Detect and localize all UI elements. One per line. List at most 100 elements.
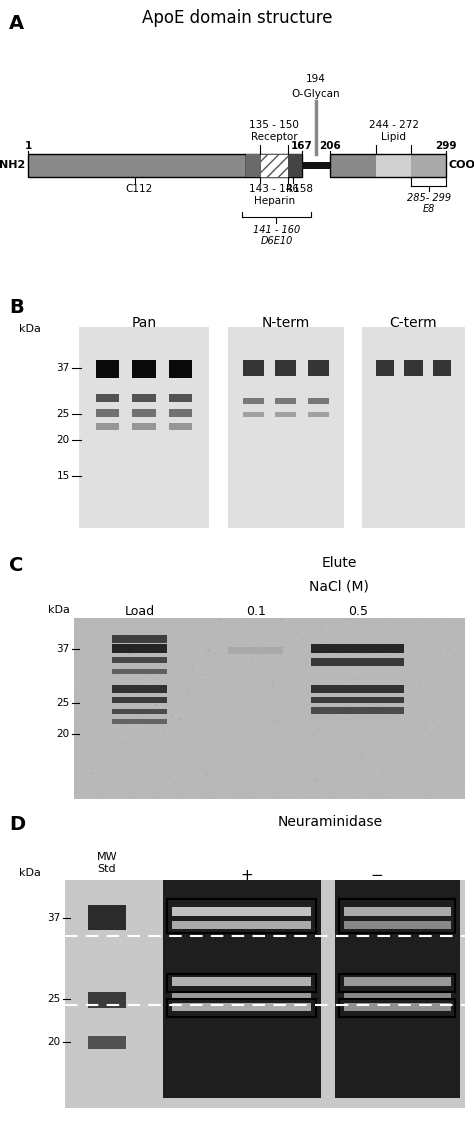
Text: kDa: kDa [48, 605, 70, 615]
Bar [339, 999, 456, 1017]
Text: Neuraminidase: Neuraminidase [277, 815, 383, 829]
Text: 37: 37 [47, 912, 61, 922]
Bar [228, 647, 283, 655]
Text: E8: E8 [422, 204, 435, 215]
Bar [344, 907, 451, 916]
Bar [132, 394, 156, 402]
Bar [243, 360, 264, 376]
Bar [172, 977, 311, 987]
Text: ApoE domain structure: ApoE domain structure [142, 9, 332, 27]
Bar [376, 154, 411, 177]
Bar [404, 360, 423, 376]
Text: 25: 25 [56, 699, 70, 708]
Bar [88, 1036, 126, 1049]
Text: 141 - 160: 141 - 160 [253, 225, 300, 235]
Bar [243, 412, 264, 417]
Bar [111, 709, 167, 714]
Bar [311, 707, 404, 714]
Bar [163, 881, 320, 1099]
Bar [169, 360, 192, 378]
Bar [330, 154, 376, 177]
Bar [167, 973, 316, 992]
Text: Lipid: Lipid [381, 132, 406, 142]
Text: C112: C112 [126, 184, 153, 194]
Bar [172, 1004, 311, 1012]
Bar [132, 423, 156, 430]
Text: Pan: Pan [131, 316, 157, 331]
Bar [275, 360, 296, 376]
Bar [339, 973, 456, 992]
Bar [111, 685, 167, 693]
Bar [111, 697, 167, 703]
Bar [65, 881, 465, 1108]
Bar [344, 977, 451, 987]
Bar [111, 719, 167, 724]
Text: 244 - 272: 244 - 272 [369, 121, 419, 131]
Text: 20: 20 [47, 1038, 61, 1048]
Text: 167: 167 [291, 141, 313, 151]
Bar [376, 360, 394, 376]
Bar [172, 921, 311, 928]
Bar [96, 423, 119, 430]
Text: 206: 206 [319, 141, 341, 151]
Bar [169, 394, 192, 402]
Bar [111, 668, 167, 674]
Bar [228, 326, 344, 528]
Text: D6E10: D6E10 [260, 236, 292, 246]
Text: NH2: NH2 [0, 160, 26, 170]
Bar [344, 991, 451, 999]
Text: C-term: C-term [390, 316, 438, 331]
Bar [246, 154, 260, 177]
Text: 0.5: 0.5 [348, 605, 368, 619]
Bar [344, 921, 451, 928]
Text: R158: R158 [286, 184, 313, 194]
Text: 285- 299: 285- 299 [407, 193, 451, 203]
Bar [311, 644, 404, 653]
Text: −: − [370, 868, 383, 883]
Text: Load: Load [124, 605, 155, 619]
Text: 135 - 150: 135 - 150 [249, 121, 299, 131]
Bar [167, 899, 316, 934]
Bar [308, 397, 329, 404]
Bar [111, 634, 167, 642]
Bar [363, 326, 465, 528]
Bar [344, 1004, 451, 1012]
Bar [172, 991, 311, 999]
Bar [96, 360, 119, 378]
Bar [172, 907, 311, 916]
Text: 0.1: 0.1 [246, 605, 265, 619]
Bar [260, 154, 288, 177]
Text: 143 - 146: 143 - 146 [249, 184, 299, 194]
Bar [308, 412, 329, 417]
Text: A: A [9, 15, 25, 34]
Bar [96, 410, 119, 417]
Bar [335, 881, 460, 1099]
Bar [275, 412, 296, 417]
Text: kDa: kDa [18, 868, 41, 877]
Bar [311, 697, 404, 703]
Text: O-Glycan: O-Glycan [292, 88, 340, 98]
Text: 15: 15 [56, 472, 70, 481]
Bar [88, 905, 126, 930]
Bar [433, 360, 451, 376]
Bar [311, 685, 404, 693]
Bar [88, 992, 126, 1008]
Text: COOH: COOH [448, 160, 474, 170]
Bar [111, 644, 167, 653]
Text: kDa: kDa [18, 324, 41, 334]
Text: D: D [9, 815, 26, 834]
Text: Elute: Elute [321, 557, 357, 570]
Bar [169, 410, 192, 417]
Bar [243, 397, 264, 404]
Text: 299: 299 [435, 141, 457, 151]
Bar [132, 410, 156, 417]
Bar [169, 423, 192, 430]
Text: C: C [9, 557, 24, 576]
Text: MW
Std: MW Std [97, 852, 117, 874]
Text: 194: 194 [306, 75, 326, 84]
Bar [74, 619, 465, 799]
Text: Heparin: Heparin [254, 195, 295, 205]
Bar [111, 657, 167, 664]
Bar [275, 397, 296, 404]
Text: N-term: N-term [262, 316, 310, 331]
